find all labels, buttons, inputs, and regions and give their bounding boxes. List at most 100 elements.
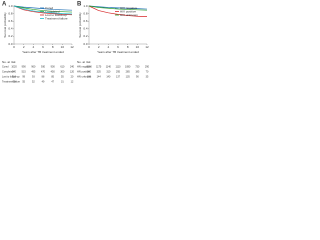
risk-row-label: Lost to follow-up [2,76,20,79]
risk-count: 31 [61,81,64,84]
risk-count: 290 [145,66,150,69]
x-tick-label: 2 [23,45,25,49]
risk-count: 52 [32,81,35,84]
y-tick-label: 0.0 [83,42,88,46]
risk-count: 99 [22,76,25,79]
risk-count: 730 [135,66,140,69]
risk-count: 610 [60,66,65,69]
risk-count: 70 [146,71,149,74]
risk-count: 110 [12,76,16,79]
risk-count: 540 [12,71,17,74]
x-tick-label: 8 [127,45,129,49]
x-tick-label: 10 [136,45,140,49]
risk-count: 1110 [116,66,122,69]
risk-count: 55 [22,81,25,84]
risk-count: 60 [13,81,16,84]
risk-row-label: HIV positive [77,71,90,74]
risk-count: 930 [41,66,46,69]
y-tick-label: 0.6 [83,19,88,23]
risk-count: 47 [51,81,54,84]
legend-label: HIV negative [120,6,138,10]
legend-label: Completed [45,9,60,13]
y-tick-label: 0.2 [83,34,88,38]
risk-count: 380 [87,71,92,74]
figure: A Survival probability Years after TB trea… [2,2,150,84]
risk-count: 49 [42,81,45,84]
panel-label: B [77,2,82,8]
legend-label: Cured [45,6,54,10]
survival-curve [13,5,73,13]
legend-label: HIV positive [120,9,136,13]
risk-count: 144 [97,76,102,79]
y-tick-label: 0.6 [8,19,13,23]
x-tick-label: 6 [42,45,44,49]
risk-count: 137 [116,76,121,79]
x-axis-label: Years after TB treatment ended [22,50,64,54]
risk-count: 515 [22,71,27,74]
risk-count: 335 [97,71,102,74]
risk-count: 12 [71,81,74,84]
x-tick-label: 0 [88,45,90,49]
risk-row-label: Completed [2,71,14,74]
survival-curve [88,5,148,11]
x-tick-label: 12 [145,45,149,49]
x-tick-label: 4 [32,45,34,49]
risk-row-label: Cured [2,66,9,69]
panel-label: A [2,2,7,8]
risk-table-title: No. at risk [2,60,16,64]
risk-count: 90 [136,76,139,79]
risk-count: 1200 [86,66,92,69]
x-axis-label: Years after TB treatment ended [97,50,139,54]
risk-count: 35 [146,76,149,79]
risk-count: 495 [31,71,36,74]
risk-row-label: HIV unknown [77,76,92,79]
risk-count: 55 [61,76,64,79]
risk-count: 295 [116,71,121,74]
survival-curve [13,5,73,16]
y-tick-label: 0.2 [8,34,13,38]
y-axis-label: Survival probability [78,12,82,38]
legend-label: Lost to follow-up [45,13,67,17]
risk-count: 93 [32,76,35,79]
risk-count: 470 [41,71,46,74]
x-tick-label: 8 [52,45,54,49]
y-tick-label: 1.0 [8,4,13,8]
risk-row-label: HIV negative [77,66,91,69]
x-tick-label: 12 [70,45,74,49]
y-tick-label: 0.0 [8,42,13,46]
legend-label: HIV unknown [120,13,138,17]
risk-count: 450 [51,71,56,74]
survival-curve [88,5,148,17]
legend-label: Treatment failure [45,16,68,20]
risk-count: 990 [22,66,27,69]
risk-count: 88 [42,76,45,79]
x-tick-label: 0 [13,45,15,49]
risk-count: 300 [60,71,65,74]
risk-count: 960 [31,66,36,69]
risk-count: 140 [106,76,111,79]
risk-count: 20 [71,76,74,79]
risk-count: 1170 [96,66,102,69]
x-tick-label: 10 [61,45,65,49]
x-tick-label: 4 [107,45,109,49]
risk-count: 310 [106,71,111,74]
x-tick-label: 6 [117,45,119,49]
risk-count: 1140 [106,66,112,69]
risk-row-label: Treatment failure [2,81,21,84]
risk-count: 120 [70,71,75,74]
risk-count: 185 [135,71,140,74]
y-tick-label: 0.8 [83,11,88,15]
risk-count: 1020 [11,66,17,69]
y-tick-label: 0.8 [8,11,13,15]
risk-count: 900 [51,66,56,69]
risk-count: 1080 [125,66,131,69]
survival-curve [13,5,73,11]
survival-curve [13,5,73,15]
y-tick-label: 0.4 [8,27,13,31]
x-tick-label: 2 [98,45,100,49]
risk-count: 85 [51,76,54,79]
risk-count: 135 [126,76,131,79]
risk-table-title: No. at risk [77,60,91,64]
y-tick-label: 0.4 [83,27,88,31]
risk-count: 240 [70,66,75,69]
